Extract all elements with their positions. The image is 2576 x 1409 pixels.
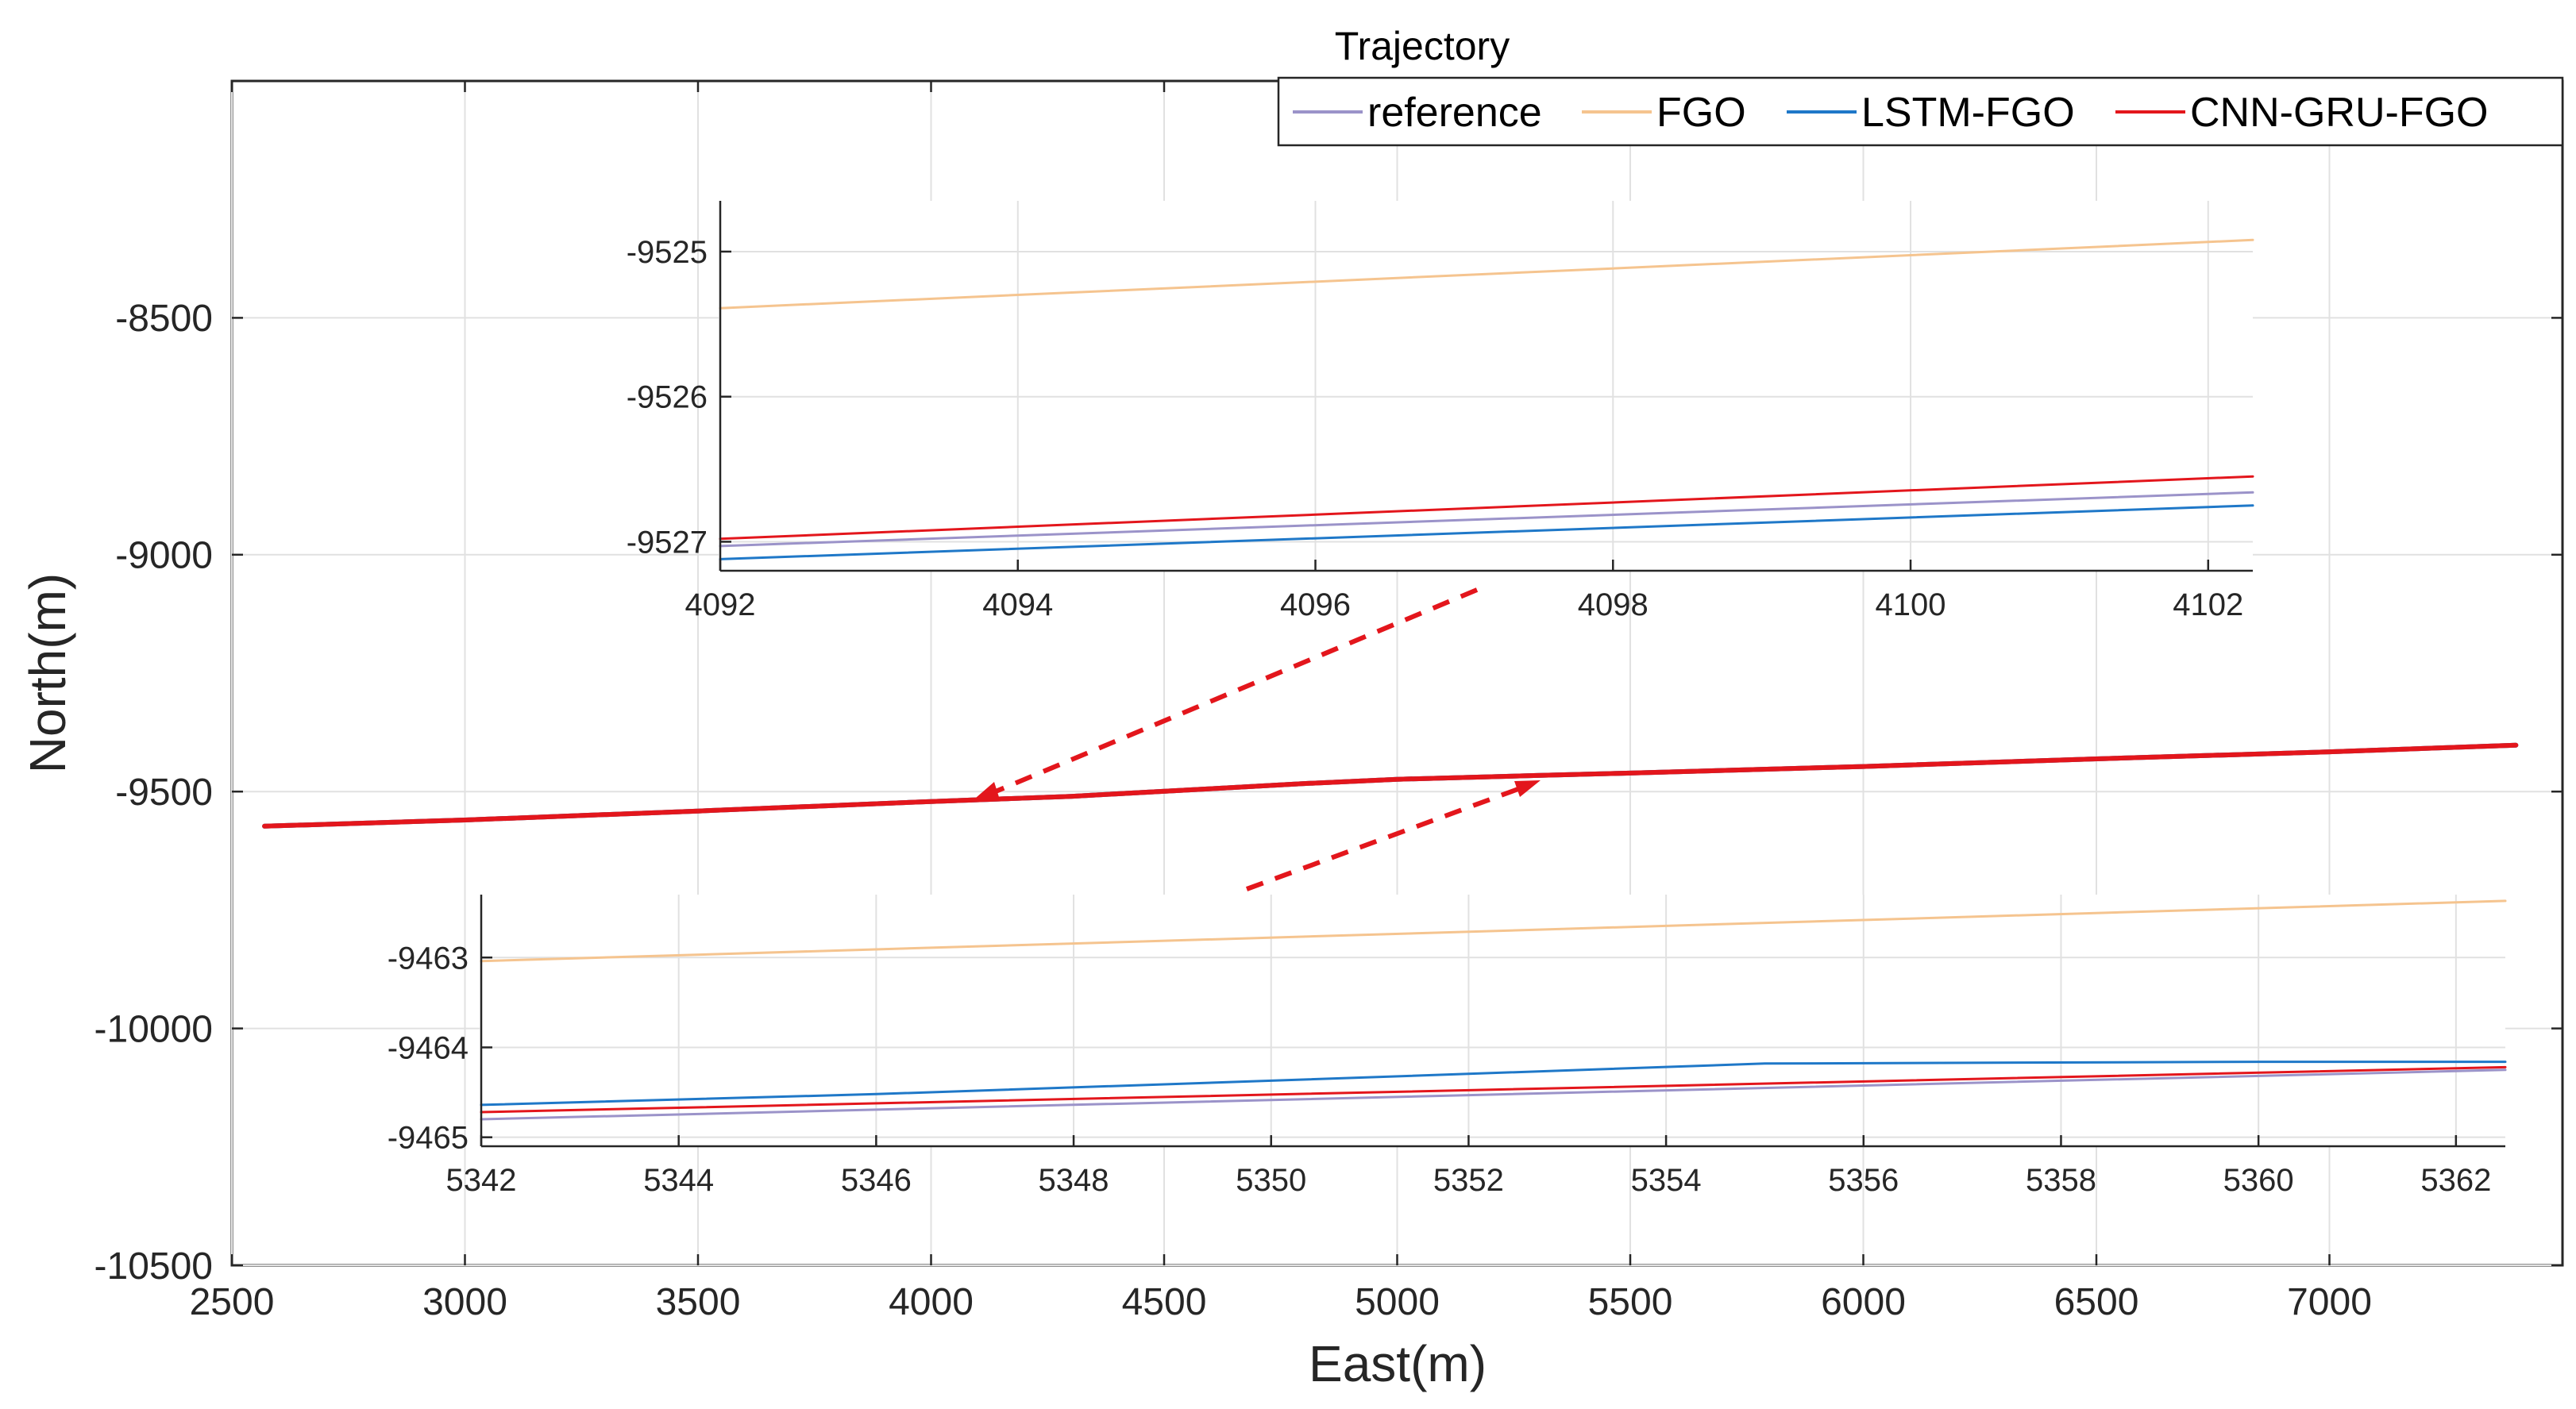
legend: Trajectory reference FGO LSTM-FGO CNN-GRU-F… <box>1277 24 2564 147</box>
inset_top-x-tick-label: 4094 <box>982 587 1053 622</box>
inset_top-x-tick-label: 4096 <box>1280 587 1351 622</box>
main-x-tick-label: 3000 <box>422 1281 507 1323</box>
zoom-arrows <box>970 587 1541 891</box>
inset_top-y-tick-label: -9526 <box>627 380 708 415</box>
inset_top-series-lstm-fgo <box>719 504 2254 560</box>
inset_top-x-tick-label: 4102 <box>2173 587 2243 622</box>
main-y-tick-label: -10500 <box>94 1245 213 1288</box>
inset_top-series-fgo <box>719 238 2254 310</box>
inset_bottom-y-tick-label: -9464 <box>388 1030 469 1065</box>
main-y-tick-label: -10000 <box>94 1008 213 1050</box>
inset-top-ticks: 4092 4094 4096 4098 4100 4102 -9527 -9526 -9525 <box>627 235 2244 622</box>
inset_top-y-tick-label: -9525 <box>627 235 708 270</box>
inset_top-y-tick-label: -9527 <box>627 525 708 560</box>
legend-label-reference: reference <box>1367 90 1542 136</box>
inset_bottom-x-tick-label: 5346 <box>841 1163 912 1198</box>
inset_bottom-x-tick-label: 5354 <box>1631 1163 1702 1198</box>
legend-label-lstm-fgo: LSTM-FGO <box>1861 90 2075 136</box>
inset_bottom-series-cnn-gru-fgo <box>480 1065 2507 1114</box>
arrow-to-main-line <box>1245 784 1526 891</box>
arrow-head-top <box>970 782 999 803</box>
inset-bottom-axes: 5342 5344 5346 5348 5350 5352 5354 5356 5358 5360… <box>388 895 2507 1198</box>
inset_bottom-x-tick-label: 5356 <box>1828 1163 1899 1198</box>
main-x-tick-label: 3500 <box>656 1281 741 1323</box>
arrow-head-bottom <box>1514 780 1541 797</box>
main-x-tick-label: 5500 <box>1588 1281 1673 1323</box>
legend-box <box>1277 76 2564 147</box>
inset_bottom-x-tick-label: 5350 <box>1236 1163 1306 1198</box>
inset_bottom-y-tick-label: -9465 <box>388 1121 469 1156</box>
main-y-tick-label: -8500 <box>115 298 213 340</box>
main-x-tick-label: 5000 <box>1355 1281 1440 1323</box>
inset_bottom-x-tick-label: 5358 <box>2026 1163 2096 1198</box>
inset_bottom-x-tick-label: 5352 <box>1433 1163 1504 1198</box>
main-x-tick-label: 4000 <box>889 1281 974 1323</box>
inset-top-series-group <box>719 238 2254 560</box>
legend-items: reference FGO LSTM-FGO CNN-GRU-FGO <box>1293 90 2489 136</box>
inset_top-x-tick-label: 4092 <box>685 587 756 622</box>
inset_top-series-cnn-gru-fgo <box>719 475 2254 541</box>
main-x-tick-label: 7000 <box>2287 1281 2372 1323</box>
inset_bottom-x-tick-label: 5362 <box>2420 1163 2491 1198</box>
main-y-tick-label: -9000 <box>115 535 213 577</box>
main-y-tick-label: -9500 <box>115 772 213 814</box>
inset_top-series-reference <box>719 491 2254 548</box>
inset_bottom-x-tick-label: 5348 <box>1039 1163 1109 1198</box>
main-ticks: 2500 3000 3500 4000 4500 5000 5500 6000 6500 7000… <box>94 81 2563 1323</box>
inset_bottom-y-tick-label: -9463 <box>388 941 469 976</box>
inset-bottom-plot-area <box>480 895 2505 1146</box>
y-axis-label: North(m) <box>19 573 76 773</box>
legend-label-cnn-gru-fgo: CNN-GRU-FGO <box>2190 90 2489 136</box>
inset_top-x-tick-label: 4098 <box>1578 587 1649 622</box>
main-series-group <box>262 742 2519 829</box>
main-x-tick-label: 6500 <box>2054 1281 2139 1323</box>
inset_bottom-x-tick-label: 5342 <box>446 1163 517 1198</box>
inset_bottom-series-fgo <box>480 899 2507 963</box>
inset_bottom-series-lstm-fgo <box>480 1061 2507 1107</box>
inset_bottom-x-tick-label: 5344 <box>643 1163 714 1198</box>
inset_bottom-x-tick-label: 5360 <box>2223 1163 2294 1198</box>
inset-top-plot-area <box>719 201 2253 571</box>
inset-bottom-series-group <box>480 899 2507 1121</box>
main-x-tick-label: 4500 <box>1122 1281 1207 1323</box>
legend-title: Trajectory <box>1335 24 1510 68</box>
inset-top-axes: 4092 4094 4096 4098 4100 4102 -9527 -9526 -9525 <box>627 201 2254 622</box>
main-series-cnn-gru-fgo <box>262 742 2519 829</box>
main-x-tick-label: 6000 <box>1821 1281 1906 1323</box>
main-x-tick-label: 2500 <box>190 1281 275 1323</box>
inset-bottom-ticks: 5342 5344 5346 5348 5350 5352 5354 5356 5358 5360… <box>388 941 2492 1198</box>
inset_bottom-series-reference <box>480 1068 2507 1121</box>
x-axis-label: East(m) <box>1309 1335 1487 1392</box>
legend-label-fgo: FGO <box>1656 90 1746 136</box>
inset_top-x-tick-label: 4100 <box>1876 587 1946 622</box>
